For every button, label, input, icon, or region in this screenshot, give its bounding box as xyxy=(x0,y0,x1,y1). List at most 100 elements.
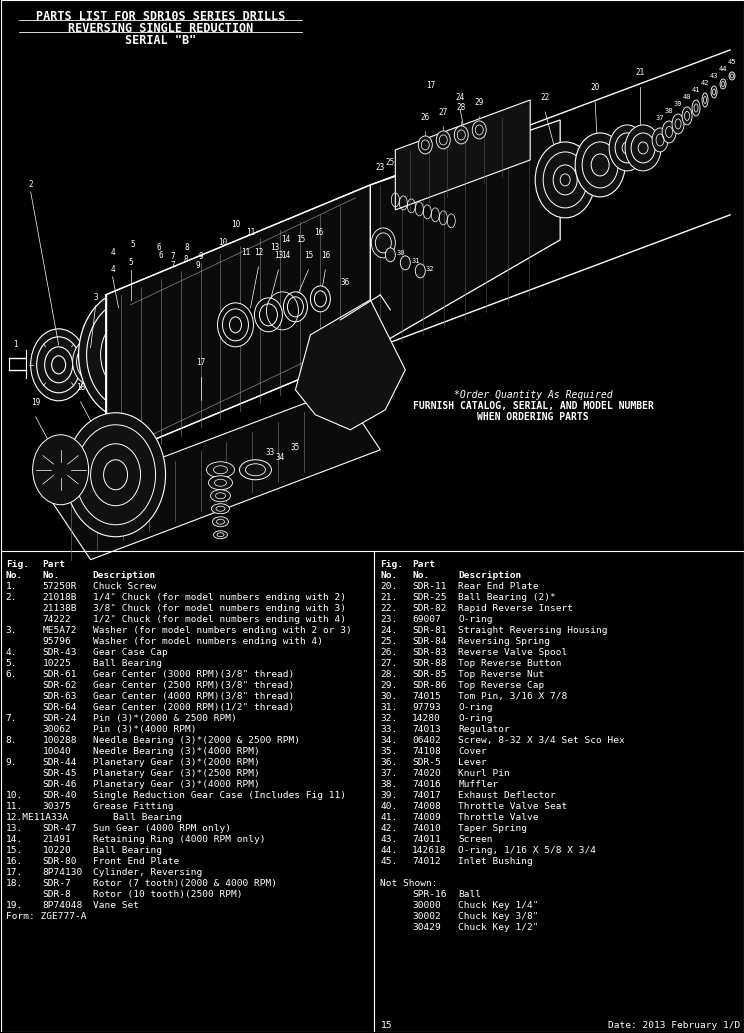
Text: 40.: 40. xyxy=(380,802,397,811)
Ellipse shape xyxy=(385,248,395,262)
Text: No.: No. xyxy=(6,570,23,580)
Text: 100288: 100288 xyxy=(42,735,77,745)
Text: 21018B: 21018B xyxy=(42,593,77,601)
Text: 30000: 30000 xyxy=(412,901,441,909)
Text: Gear Center (2500 RPM)(3/8" thread): Gear Center (2500 RPM)(3/8" thread) xyxy=(92,681,294,690)
Ellipse shape xyxy=(415,263,426,278)
Ellipse shape xyxy=(207,462,234,477)
Ellipse shape xyxy=(609,125,645,170)
Ellipse shape xyxy=(283,292,307,322)
Ellipse shape xyxy=(217,303,254,347)
Text: 23.: 23. xyxy=(380,615,397,624)
Text: 37: 37 xyxy=(655,115,664,121)
Text: 9: 9 xyxy=(195,261,200,270)
Text: SDR-83: SDR-83 xyxy=(412,648,447,657)
Text: Fig.: Fig. xyxy=(6,560,29,569)
Text: No.: No. xyxy=(412,570,429,580)
Text: 8.: 8. xyxy=(6,735,17,745)
Text: 142618: 142618 xyxy=(412,846,447,854)
Text: Knurl Pin: Knurl Pin xyxy=(458,769,510,778)
Text: Ball: Ball xyxy=(458,889,481,899)
Text: 6: 6 xyxy=(156,243,161,252)
Text: Throttle Valve: Throttle Valve xyxy=(458,813,539,821)
Text: O-ring: O-ring xyxy=(458,714,493,723)
Text: 6.: 6. xyxy=(6,669,17,679)
Text: SDR-24: SDR-24 xyxy=(42,714,77,723)
Text: Chuck Key 1/4": Chuck Key 1/4" xyxy=(458,901,539,909)
Text: 43.: 43. xyxy=(380,835,397,844)
Text: 21: 21 xyxy=(635,68,645,77)
Text: 31.: 31. xyxy=(380,702,397,712)
Text: Straight Reversing Housing: Straight Reversing Housing xyxy=(458,626,608,634)
Text: Taper Spring: Taper Spring xyxy=(458,823,527,833)
Text: Reverse Valve Spool: Reverse Valve Spool xyxy=(458,648,568,657)
Text: 36: 36 xyxy=(341,278,350,287)
Text: FURNISH CATALOG, SERIAL, AND MODEL NUMBER: FURNISH CATALOG, SERIAL, AND MODEL NUMBE… xyxy=(413,401,654,411)
Text: 16.: 16. xyxy=(6,856,23,866)
Text: 32: 32 xyxy=(426,265,434,272)
Text: Reversing Spring: Reversing Spring xyxy=(458,636,551,646)
Text: SDR-43: SDR-43 xyxy=(42,648,77,657)
Text: 21138B: 21138B xyxy=(42,603,77,613)
Text: Muffler: Muffler xyxy=(458,780,498,788)
Text: 4: 4 xyxy=(110,264,115,274)
Ellipse shape xyxy=(240,460,272,479)
Ellipse shape xyxy=(625,125,661,170)
Text: 15: 15 xyxy=(304,251,313,260)
Text: 30: 30 xyxy=(396,250,405,256)
Text: 74016: 74016 xyxy=(412,780,441,788)
Text: 38: 38 xyxy=(665,107,673,114)
Text: 8P74130: 8P74130 xyxy=(42,868,83,877)
Text: SDR-45: SDR-45 xyxy=(42,769,77,778)
Text: 22.: 22. xyxy=(380,603,397,613)
Text: 17.: 17. xyxy=(6,868,23,877)
Polygon shape xyxy=(106,185,371,460)
Text: 9: 9 xyxy=(198,252,203,261)
Text: SDR-86: SDR-86 xyxy=(412,681,447,690)
Text: Throttle Valve Seat: Throttle Valve Seat xyxy=(458,802,568,811)
Text: Vane Set: Vane Set xyxy=(92,901,138,909)
Text: 2: 2 xyxy=(28,180,33,189)
Text: SDR-82: SDR-82 xyxy=(412,603,447,613)
Text: 7: 7 xyxy=(170,261,175,270)
Text: No.: No. xyxy=(380,570,397,580)
Text: 1/2" Chuck (for model numbers ending with 4): 1/2" Chuck (for model numbers ending wit… xyxy=(92,615,346,624)
Text: SDR-80: SDR-80 xyxy=(42,856,77,866)
Ellipse shape xyxy=(652,128,668,152)
Text: 74017: 74017 xyxy=(412,790,441,800)
Text: Planetary Gear (3)*(2000 RPM): Planetary Gear (3)*(2000 RPM) xyxy=(92,757,260,766)
Text: 37.: 37. xyxy=(380,769,397,778)
Polygon shape xyxy=(395,100,530,210)
Text: SDR-11: SDR-11 xyxy=(412,582,447,591)
Text: 25.: 25. xyxy=(380,636,397,646)
Text: 97793: 97793 xyxy=(412,702,441,712)
Text: 22: 22 xyxy=(541,93,550,102)
Ellipse shape xyxy=(214,531,228,539)
Polygon shape xyxy=(51,389,380,560)
Text: 15.: 15. xyxy=(6,846,23,854)
Text: 33.: 33. xyxy=(380,724,397,733)
Ellipse shape xyxy=(472,121,487,138)
Text: 36.: 36. xyxy=(380,757,397,766)
Text: Rapid Reverse Insert: Rapid Reverse Insert xyxy=(458,603,574,613)
Text: 14: 14 xyxy=(280,234,290,244)
Text: SDR-44: SDR-44 xyxy=(42,757,77,766)
Text: 06402: 06402 xyxy=(412,735,441,745)
Text: Top Reverse Cap: Top Reverse Cap xyxy=(458,681,545,690)
Text: 14: 14 xyxy=(280,251,290,260)
Text: REVERSING SINGLE REDUCTION: REVERSING SINGLE REDUCTION xyxy=(68,22,253,35)
Text: Rotor (7 tooth)(2000 & 4000 RPM): Rotor (7 tooth)(2000 & 4000 RPM) xyxy=(92,878,277,887)
Text: 4: 4 xyxy=(110,248,115,257)
Text: Fig.: Fig. xyxy=(380,560,403,569)
Text: Washer (for model numbers ending with 4): Washer (for model numbers ending with 4) xyxy=(92,636,323,646)
Ellipse shape xyxy=(65,413,165,537)
Text: No.: No. xyxy=(42,570,60,580)
Ellipse shape xyxy=(672,114,684,134)
Text: 35.: 35. xyxy=(380,747,397,755)
Text: 74015: 74015 xyxy=(412,692,441,700)
Text: 10040: 10040 xyxy=(42,747,71,755)
Text: Planetary Gear (3)*(4000 RPM): Planetary Gear (3)*(4000 RPM) xyxy=(92,780,260,788)
Text: Retaining Ring (4000 RPM only): Retaining Ring (4000 RPM only) xyxy=(92,835,265,844)
Text: 13: 13 xyxy=(270,243,279,252)
Text: SDR-7: SDR-7 xyxy=(42,878,71,887)
